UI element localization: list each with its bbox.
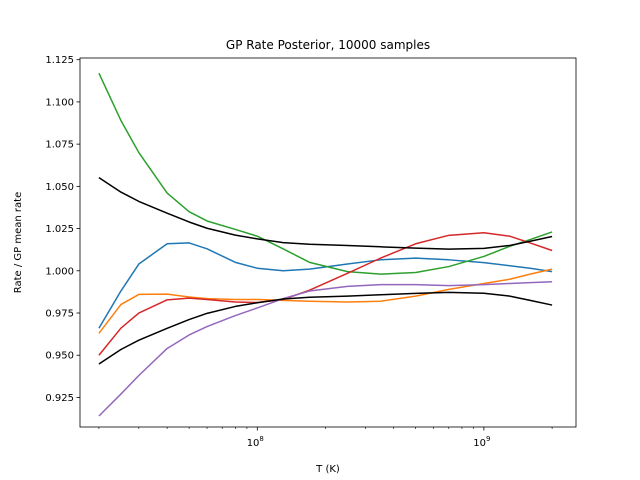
x-axis-label: T (K) [315, 464, 340, 475]
series-line-6 [98, 176, 553, 250]
series-lines [98, 72, 553, 417]
x-tick-label: 108 [247, 435, 264, 449]
y-tick-label: 0.975 [45, 309, 74, 320]
y-tick-label: 1.125 [45, 55, 74, 66]
y-tick-label: 0.950 [45, 351, 74, 362]
y-tick-label: 1.000 [45, 266, 74, 277]
series-line-2 [98, 268, 553, 334]
y-tick-label: 1.050 [45, 182, 74, 193]
x-tick-label: 109 [473, 435, 490, 449]
y-tick-label: 0.925 [45, 393, 74, 404]
y-tick-label: 1.100 [45, 97, 74, 108]
x-axis-ticks: 108 109 [98, 427, 553, 449]
y-tick-label: 1.025 [45, 224, 74, 235]
plot-frame [79, 57, 577, 428]
series-line-5 [98, 281, 553, 417]
series-line-1 [98, 242, 553, 329]
y-axis-label: Rate / GP mean rate [13, 192, 24, 293]
chart-title: GP Rate Posterior, 10000 samples [226, 38, 430, 52]
y-tick-label: 1.075 [45, 140, 74, 151]
series-line-7 [98, 291, 553, 365]
series-line-3 [98, 72, 553, 275]
y-axis-ticks: 0.925 0.950 0.975 1.000 1.025 1.050 1.075 1.100… [45, 55, 80, 404]
